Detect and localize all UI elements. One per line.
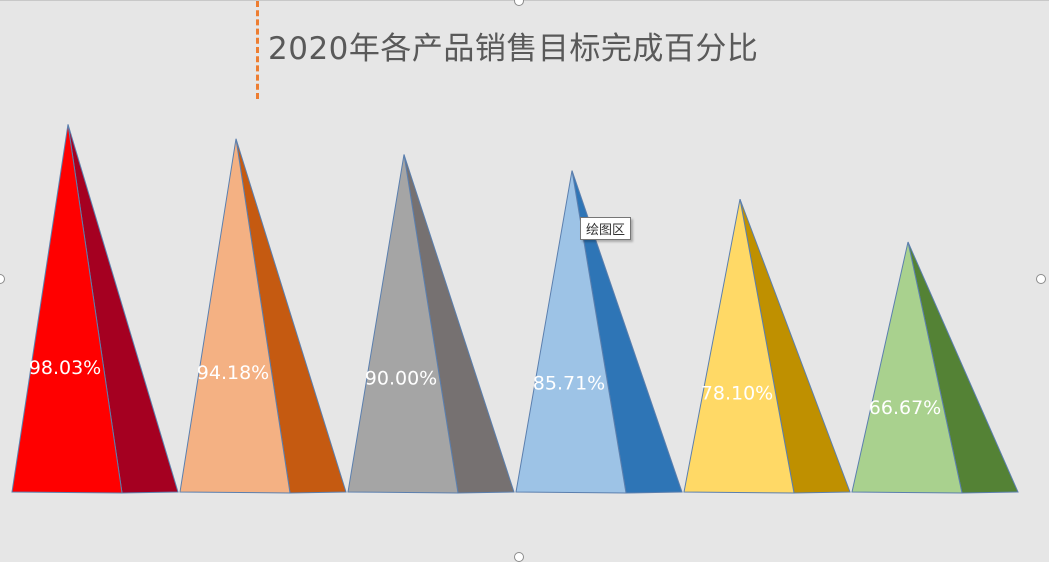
data-label[interactable]: 78.10% [701, 382, 773, 404]
bar-front-face[interactable] [11, 124, 123, 494]
data-label[interactable]: 94.18% [197, 362, 269, 384]
plot-area-tooltip: 绘图区 [580, 217, 632, 240]
bar-front-face[interactable] [851, 241, 963, 494]
bar-4[interactable]: 85.71% [515, 170, 683, 494]
text-cursor-indicator [256, 1, 259, 99]
bar-3[interactable]: 90.00% [347, 154, 515, 494]
data-label[interactable]: 66.67% [869, 397, 941, 419]
bar-front-face[interactable] [515, 170, 627, 494]
resize-handle-top[interactable] [514, 0, 524, 6]
bar-1[interactable]: 98.03% [11, 124, 179, 494]
bar-front-face[interactable] [683, 199, 795, 494]
chart-title[interactable]: 2020年各产品销售目标完成百分比 [268, 31, 759, 67]
bar-front-face[interactable] [179, 138, 291, 494]
bar-6[interactable]: 66.67% [851, 241, 1019, 494]
resize-handle-right[interactable] [1036, 274, 1046, 284]
bar-front-face[interactable] [347, 154, 459, 494]
bar-2[interactable]: 94.18% [179, 138, 347, 494]
data-label[interactable]: 85.71% [533, 373, 605, 395]
data-label[interactable]: 98.03% [29, 357, 101, 379]
data-label[interactable]: 90.00% [365, 367, 437, 389]
resize-handle-bottom[interactable] [514, 552, 524, 562]
bar-5[interactable]: 78.10% [683, 198, 851, 494]
